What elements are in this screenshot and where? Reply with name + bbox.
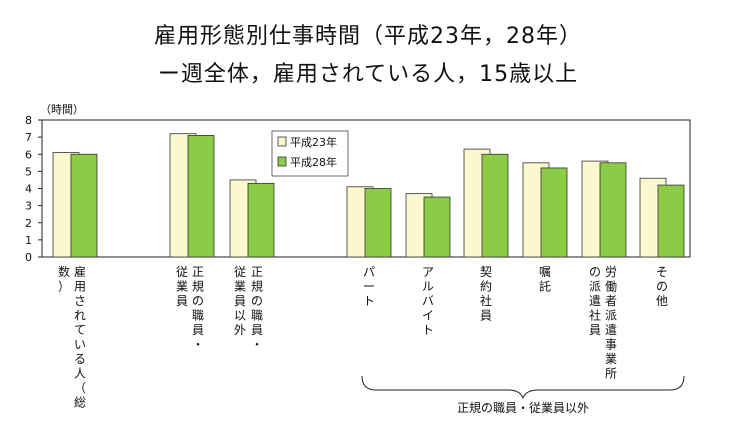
category-label-char: の <box>192 294 204 308</box>
bar-h28-7 <box>599 162 627 258</box>
category-label-char: ・ <box>192 338 204 352</box>
category-label-char: ト <box>422 323 434 337</box>
category-label-char: 派 <box>589 280 601 294</box>
bar-h28-1 <box>187 135 215 258</box>
y-axis: 0 1 2 3 4 5 6 7 8 <box>25 114 42 264</box>
bar-h28-2 <box>247 182 275 258</box>
category-label-char: の <box>589 265 601 279</box>
category-label-char: ・ <box>251 338 263 352</box>
category-label-char: 遣 <box>589 293 601 308</box>
category-label-char: 従 <box>234 265 246 279</box>
bar-h28-5 <box>481 153 509 258</box>
category-label-char: 業 <box>176 280 188 294</box>
category-label-char: れ <box>74 309 86 323</box>
y-tick-label: 7 <box>25 131 32 144</box>
category-label-char: 約 <box>480 279 492 294</box>
category-label-char: ） <box>58 280 70 294</box>
category-label-char: 従 <box>176 265 188 279</box>
category-label-char: 雇 <box>74 264 86 279</box>
category-label-char: の <box>656 280 668 294</box>
chart-title-line2: ー週全体，雇用されている人，15歳以上 <box>157 62 579 87</box>
category-label-char: 数 <box>58 264 70 279</box>
legend-label-1: 平成28年 <box>290 155 337 169</box>
chart-title-line1: 雇用形態別仕事時間（平成23年，28年） <box>154 24 582 49</box>
category-label-char: ー <box>363 280 375 294</box>
bar-h28-8 <box>657 184 685 258</box>
category-label-char: 労 <box>605 265 617 279</box>
category-label-char: 者 <box>605 294 617 308</box>
y-tick-label: 5 <box>25 165 32 178</box>
bars-group <box>52 133 685 258</box>
category-label-char: 規 <box>192 279 204 294</box>
group-brace <box>361 375 685 400</box>
category-label-char: さ <box>74 294 86 308</box>
legend-swatch-1 <box>277 156 287 167</box>
category-label-char: 員 <box>234 294 246 308</box>
category-label-char: 働 <box>605 280 617 294</box>
category-label-char: 正 <box>251 265 263 279</box>
y-tick-label: 3 <box>25 200 32 213</box>
category-label-char: 用 <box>74 280 86 294</box>
category-label-char: 以 <box>234 309 246 323</box>
category-label-char: 員 <box>176 294 188 308</box>
bar-h28-0 <box>70 153 98 258</box>
category-label-char: ル <box>422 280 434 294</box>
category-label-char: 総 <box>74 396 86 410</box>
category-label-char: る <box>74 352 86 366</box>
y-tick-label: 0 <box>25 251 32 264</box>
category-label-char: 規 <box>251 279 263 294</box>
bar-h28-3 <box>364 188 392 258</box>
category-label-char: 他 <box>656 294 668 308</box>
y-tick-label: 6 <box>25 148 32 161</box>
category-label-char: そ <box>656 265 668 279</box>
category-label-char: 嘱 <box>539 265 551 279</box>
category-label-char: （ <box>74 381 86 395</box>
category-label-char: イ <box>422 309 434 323</box>
category-label-char: 員 <box>251 323 263 337</box>
category-label-char: 員 <box>589 323 601 337</box>
group-annotation-label: 正規の職員・従業員以外 <box>457 400 589 415</box>
category-label-char: 社 <box>480 293 492 308</box>
category-label-char: 契 <box>480 265 492 279</box>
category-label-char: の <box>251 294 263 308</box>
category-label-char: 遣 <box>605 322 617 337</box>
category-labels: 雇用されている人（総数）正規の職員・従業員正規の職員・従業員以外パートアルバイト… <box>58 264 668 410</box>
y-tick-label: 4 <box>25 183 32 196</box>
category-label-char: バ <box>422 294 434 308</box>
category-label-char: 事 <box>605 338 617 352</box>
category-label-char: パ <box>363 265 375 279</box>
y-tick-label: 2 <box>25 217 32 230</box>
category-label-char: 所 <box>605 367 617 381</box>
y-unit-label: （時間） <box>40 103 84 116</box>
legend-label-0: 平成23年 <box>290 135 337 149</box>
category-label-char: 派 <box>605 309 617 323</box>
y-tick-label: 1 <box>25 234 32 247</box>
category-label-char: 業 <box>234 280 246 294</box>
category-label-char: ア <box>422 265 434 279</box>
category-label-char: 業 <box>605 352 617 366</box>
category-label-char: ト <box>363 294 375 308</box>
category-label-char: い <box>74 338 86 352</box>
category-label-char: 員 <box>480 309 492 323</box>
brace-path <box>361 375 685 400</box>
category-label-char: 社 <box>589 308 601 323</box>
category-label-char: て <box>74 323 86 337</box>
category-label-char: 職 <box>251 309 263 323</box>
legend-swatch-0 <box>277 136 287 147</box>
y-tick-label: 8 <box>25 114 32 127</box>
bar-h28-6 <box>540 167 568 258</box>
category-label-char: 正 <box>192 265 204 279</box>
category-label-char: 託 <box>539 279 551 294</box>
category-label-char: 員 <box>192 323 204 337</box>
bar-h28-4 <box>423 196 451 258</box>
category-label-char: 人 <box>74 367 86 381</box>
category-label-char: 外 <box>234 323 246 337</box>
category-label-char: 職 <box>192 309 204 323</box>
